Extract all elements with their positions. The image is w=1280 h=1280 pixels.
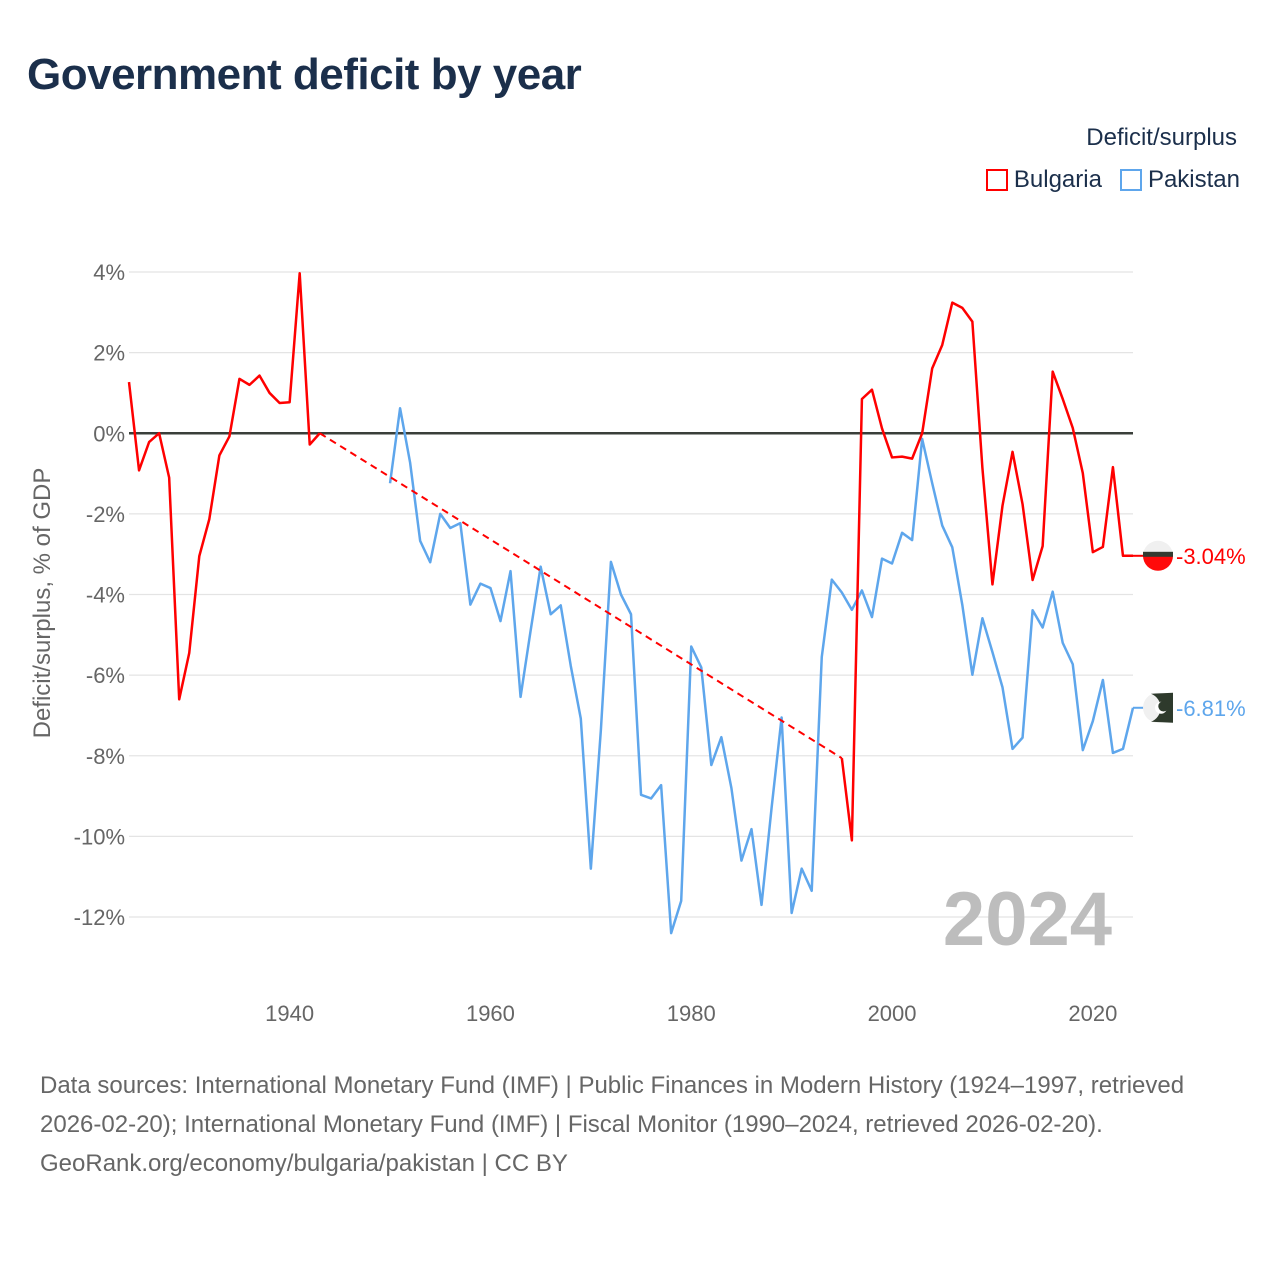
end-label-bulgaria: -3.04% bbox=[1176, 544, 1246, 569]
x-tick-label: 1940 bbox=[265, 1001, 314, 1026]
x-axis-ticks: 1940 1960 1980 2000 2020 bbox=[265, 1001, 1117, 1026]
y-tick-label: 4% bbox=[93, 260, 125, 285]
legend: Bulgaria Pakistan bbox=[985, 166, 1240, 194]
legend-label-pakistan: Pakistan bbox=[1147, 166, 1240, 193]
year-annotation: 2024 bbox=[943, 877, 1112, 962]
series-pakistan bbox=[388, 407, 1135, 935]
flag-bulgaria-icon bbox=[1143, 540, 1173, 571]
end-label-pakistan: -6.81% bbox=[1176, 696, 1246, 721]
interpolated-gap-line bbox=[319, 432, 843, 760]
series-line-pakistan[interactable] bbox=[388, 407, 1135, 935]
legend-title: Deficit/surplus bbox=[1086, 124, 1237, 151]
y-tick-label: -6% bbox=[86, 663, 125, 688]
series-bulgaria bbox=[127, 271, 1133, 842]
y-axis-ticks: 4% 2% 0% -2% -4% -6% -8% -10% -12% bbox=[74, 260, 125, 930]
legend-label-bulgaria: Bulgaria bbox=[1013, 166, 1102, 193]
y-tick-label: -4% bbox=[86, 583, 125, 608]
end-labels: -6.81% -3.04% bbox=[1133, 540, 1246, 723]
chart-title: Government deficit by year bbox=[27, 50, 582, 99]
y-tick-label: -8% bbox=[86, 744, 125, 769]
legend-swatch-pakistan bbox=[1119, 169, 1142, 191]
x-tick-label: 1980 bbox=[667, 1001, 716, 1026]
credit-link[interactable]: GeoRank.org/economy/bulgaria/pakistan | … bbox=[40, 1150, 568, 1177]
y-tick-label: 0% bbox=[93, 421, 125, 446]
x-tick-label: 2020 bbox=[1068, 1001, 1117, 1026]
series bbox=[127, 271, 1135, 935]
y-tick-label: 2% bbox=[93, 341, 125, 366]
y-axis-label: Deficit/surplus, % of GDP bbox=[29, 468, 56, 739]
series-line-bulgaria[interactable] bbox=[840, 301, 1133, 842]
flag-pakistan-icon bbox=[1143, 692, 1173, 723]
y-tick-label: -10% bbox=[74, 824, 125, 849]
legend-swatch-bulgaria bbox=[985, 169, 1008, 191]
x-tick-label: 2000 bbox=[868, 1001, 917, 1026]
series-line-bulgaria[interactable] bbox=[127, 271, 321, 701]
y-tick-label: -12% bbox=[74, 905, 125, 930]
footer: Data sources: International Monetary Fun… bbox=[40, 1066, 1240, 1183]
y-tick-label: -2% bbox=[86, 502, 125, 527]
legend-item-bulgaria[interactable]: Bulgaria bbox=[985, 166, 1102, 194]
legend-item-pakistan[interactable]: Pakistan bbox=[1119, 166, 1240, 194]
x-tick-label: 1960 bbox=[466, 1001, 515, 1026]
grid bbox=[129, 271, 1133, 918]
data-sources: Data sources: International Monetary Fun… bbox=[40, 1072, 1185, 1138]
